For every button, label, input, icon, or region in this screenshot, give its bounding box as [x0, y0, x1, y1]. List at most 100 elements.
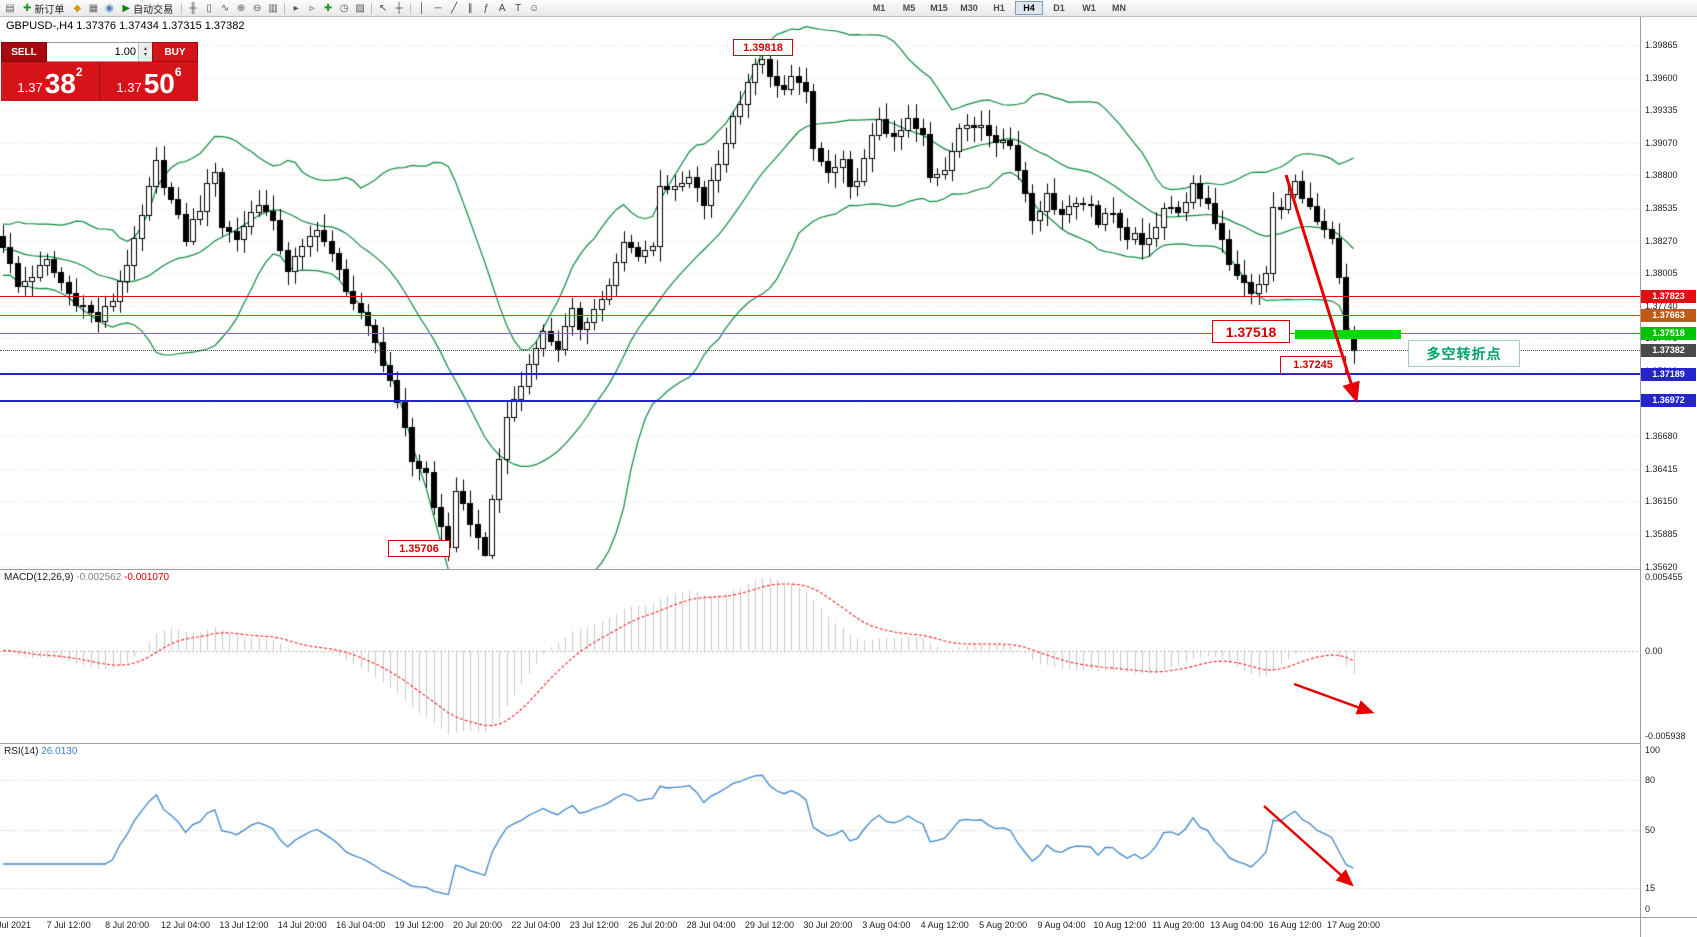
- timeframe-button-m15[interactable]: M15: [930, 3, 948, 13]
- rsi-panel-canvas[interactable]: [0, 743, 1640, 917]
- time-axis-label: 23 Jul 12:00: [569, 920, 619, 930]
- resistance-line-137663[interactable]: [0, 315, 1640, 316]
- main-chart-canvas[interactable]: [0, 17, 1640, 569]
- time-axis-label: 30 Jul 20:00: [803, 920, 853, 930]
- axis-tick-label: 1.38800: [1645, 170, 1678, 180]
- zoom-out-icon[interactable]: ⊖: [252, 2, 262, 14]
- market-icon[interactable]: ◆: [73, 2, 82, 14]
- horizontal-line-icon[interactable]: ─: [434, 2, 442, 14]
- time-axis-label: 14 Jul 20:00: [277, 920, 327, 930]
- high-price-callout[interactable]: 1.39818: [733, 39, 793, 56]
- turning-point-note[interactable]: 多空转折点: [1408, 340, 1520, 367]
- resistance-line-137823[interactable]: [0, 296, 1640, 297]
- timeframe-button-m1[interactable]: M1: [872, 3, 886, 13]
- support-line-136972-price-label[interactable]: 1.36972: [1641, 394, 1696, 407]
- axis-tick-label: 1.35620: [1645, 562, 1678, 572]
- axis-tick-label: 1.38005: [1645, 268, 1678, 278]
- resistance-line-137823-price-label[interactable]: 1.37823: [1641, 290, 1696, 303]
- time-axis-label: 13 Jul 12:00: [219, 920, 269, 930]
- macd-panel-separator[interactable]: [0, 569, 1640, 570]
- timeframe-button-w1[interactable]: W1: [1082, 3, 1096, 13]
- ask-price-display[interactable]: 1.37 50 6: [100, 62, 198, 101]
- axis-tick-label: 1.39070: [1645, 138, 1678, 148]
- autotrading-icon: ▶: [122, 2, 131, 14]
- resistance-line-137663-price-label[interactable]: 1.37663: [1641, 309, 1696, 322]
- timeframe-button-mn[interactable]: MN: [1112, 3, 1126, 13]
- macd-main-value: -0.002562: [76, 572, 122, 583]
- templates-icon[interactable]: ▨: [355, 2, 365, 14]
- timeframe-button-h4[interactable]: H4: [1015, 1, 1043, 15]
- indicators-icon[interactable]: ✚: [323, 2, 333, 14]
- chart-shift-icon[interactable]: ▹: [309, 2, 315, 14]
- support-zone-highlight[interactable]: [1295, 330, 1401, 339]
- axis-tick-label: -0.005938: [1645, 731, 1686, 741]
- rsi-panel-separator[interactable]: [0, 743, 1640, 744]
- volume-input[interactable]: 1.00 ▴ ▾: [47, 42, 152, 62]
- time-axis-label: 3 Aug 04:00: [862, 920, 911, 930]
- vertical-line-icon[interactable]: │: [418, 2, 426, 14]
- volume-decrease-icon[interactable]: ▾: [143, 52, 147, 58]
- arrows-icon[interactable]: ☺: [528, 2, 540, 14]
- candlestick-type-icon[interactable]: ▯: [206, 2, 212, 14]
- time-axis-label: 26 Jul 20:00: [628, 920, 678, 930]
- support-line-137518-price-label[interactable]: 1.37518: [1641, 327, 1696, 340]
- timeframe-button-m30[interactable]: M30: [960, 3, 978, 13]
- autotrading-button-label: 自动交易: [133, 4, 174, 16]
- profiles-icon[interactable]: ◉: [105, 2, 114, 14]
- new-chart-icon[interactable]: ▦: [88, 2, 99, 14]
- macd-indicator-label: MACD(12,26,9) -0.002562 -0.001070: [4, 572, 169, 583]
- tile-windows-icon[interactable]: ▥: [268, 2, 278, 14]
- bid-ask-divider: [99, 62, 100, 101]
- time-axis-label: 16 Jul 04:00: [336, 920, 386, 930]
- current-price-line-price-label[interactable]: 1.37382: [1641, 344, 1696, 357]
- support-line-136972[interactable]: [0, 400, 1640, 402]
- support-price-callout[interactable]: 1.37518: [1212, 320, 1290, 343]
- autotrading-button[interactable]: ▶ 自动交易: [117, 1, 178, 16]
- axis-tick-label: 1.39865: [1645, 40, 1678, 50]
- support-line-137189-price-label[interactable]: 1.37189: [1641, 368, 1696, 381]
- macd-signal-value: -0.001070: [124, 572, 170, 583]
- timeframe-button-d1[interactable]: D1: [1053, 3, 1065, 13]
- macd-panel-canvas[interactable]: [0, 569, 1640, 743]
- zoom-in-icon[interactable]: ⊕: [236, 2, 246, 14]
- time-axis-label: 8 Jul 20:00: [105, 920, 150, 930]
- timeframe-button-h1[interactable]: H1: [993, 3, 1005, 13]
- line-chart-type-icon[interactable]: ∿: [220, 2, 230, 14]
- axis-tick-label: 1.36415: [1645, 464, 1678, 474]
- axis-tick-label: 80: [1645, 775, 1656, 785]
- time-axis-label: 12 Jul 04:00: [160, 920, 211, 930]
- buy-button[interactable]: BUY: [152, 42, 198, 62]
- rsi-value: 26.0130: [41, 746, 78, 757]
- text-icon[interactable]: A: [498, 2, 506, 14]
- price-axis-line[interactable]: [1640, 17, 1641, 937]
- bid-price-display[interactable]: 1.37 38 2: [1, 62, 99, 101]
- target-price-callout[interactable]: 1.37245: [1280, 356, 1346, 374]
- sell-button[interactable]: SELL: [1, 42, 47, 62]
- timeframe-button-m5[interactable]: M5: [902, 3, 916, 13]
- volume-spinner[interactable]: ▴ ▾: [138, 43, 152, 61]
- support-line-137518[interactable]: [0, 333, 1640, 334]
- new-order-button[interactable]: ✚ 新订单: [18, 1, 69, 16]
- volume-increase-icon[interactable]: ▴: [143, 46, 147, 52]
- rsi-indicator-label: RSI(14) 26.0130: [4, 746, 77, 757]
- trendline-icon[interactable]: ╱: [451, 2, 458, 14]
- low-price-callout[interactable]: 1.35706: [388, 540, 450, 557]
- bar-chart-type-icon[interactable]: ╫: [189, 2, 197, 14]
- periods-icon[interactable]: ◷: [339, 2, 349, 14]
- ask-price-big-digits: 50: [143, 68, 175, 99]
- channel-icon[interactable]: ∥: [467, 2, 473, 14]
- new-order-icon: ✚: [23, 2, 32, 14]
- support-line-137189[interactable]: [0, 373, 1640, 375]
- time-axis-label: 20 Jul 20:00: [452, 920, 503, 930]
- auto-scroll-icon[interactable]: ▸: [293, 2, 299, 14]
- text-label-icon[interactable]: T: [515, 2, 522, 14]
- timeframe-toolbar: M1 M5 M15 M30 H1 H4 D1 W1 MN: [864, 1, 1134, 15]
- chart-window-icon[interactable]: ▤: [5, 2, 15, 14]
- fibonacci-icon[interactable]: ƒ: [483, 2, 489, 14]
- cursor-icon[interactable]: ↖: [378, 2, 388, 14]
- axis-tick-label: 15: [1645, 883, 1656, 893]
- current-price-line[interactable]: [0, 350, 1640, 351]
- crosshair-icon[interactable]: ┼: [395, 2, 403, 14]
- one-click-trading-panel: SELL 1.00 ▴ ▾ BUY 1.37 38 2 1.37 50 6: [1, 42, 198, 101]
